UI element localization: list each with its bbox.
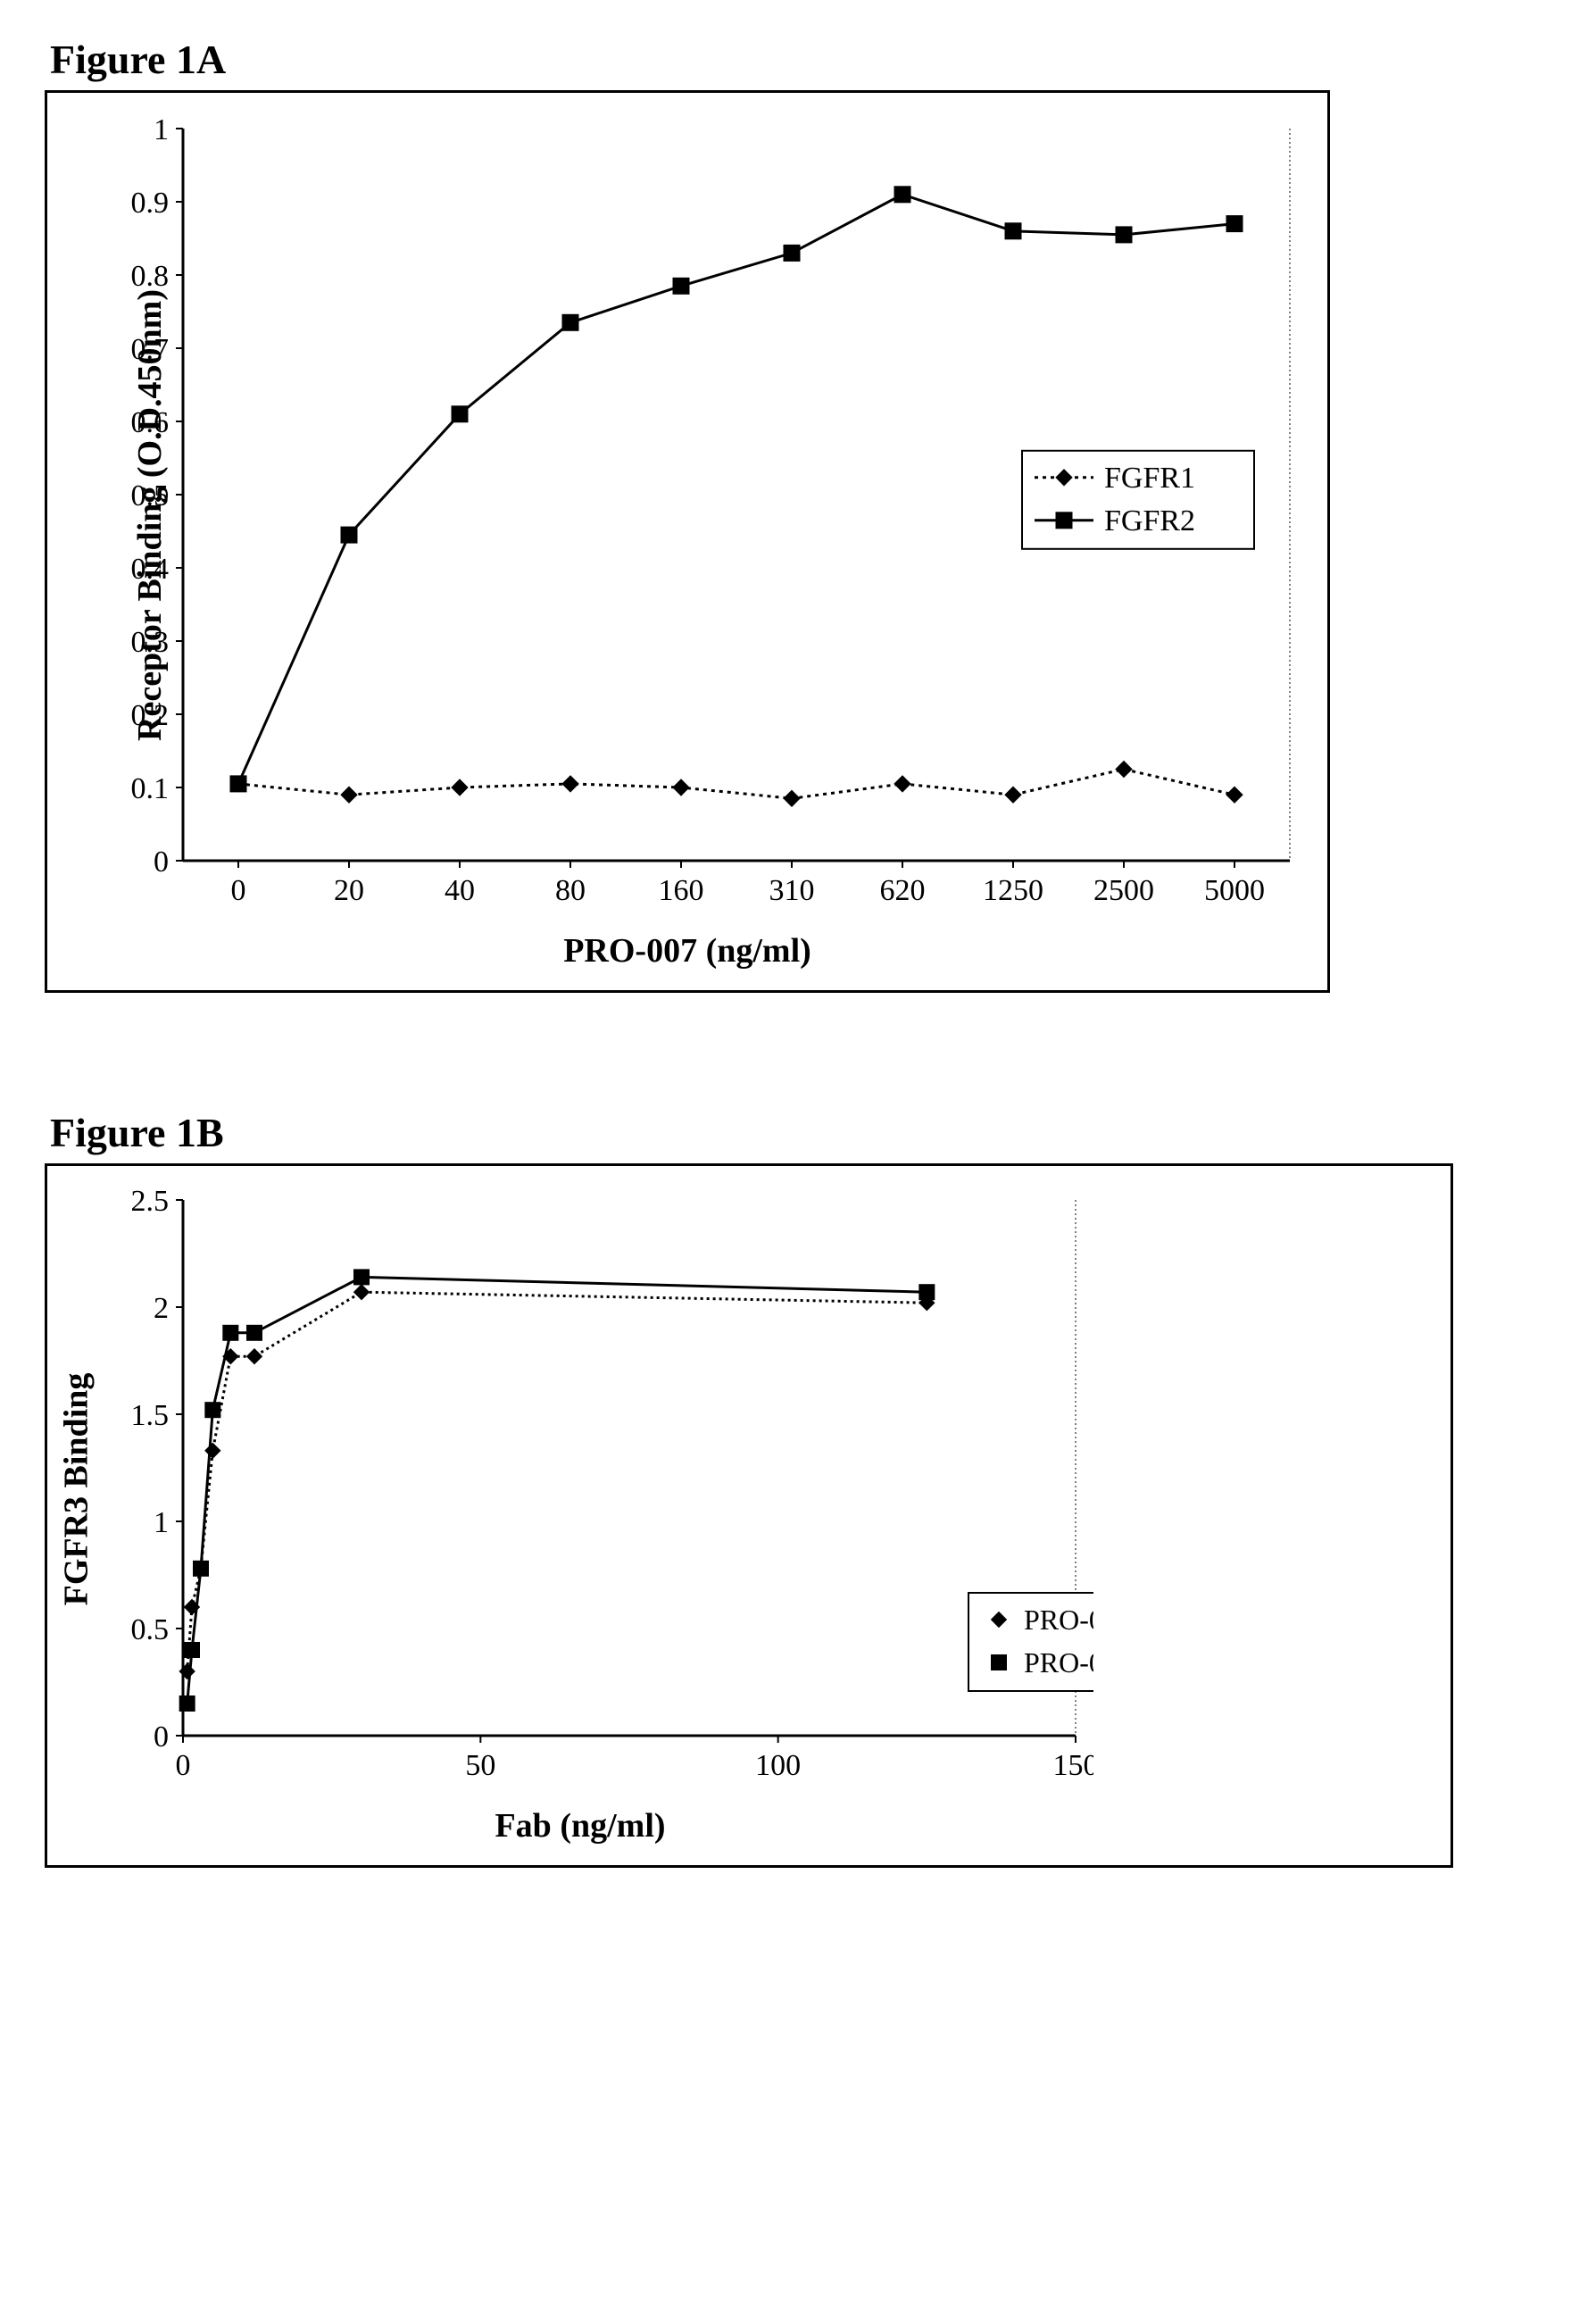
series-PRO-007-marker [919, 1285, 935, 1300]
xtick-label: 150 [1053, 1749, 1094, 1782]
ytick-label: 2.5 [131, 1186, 170, 1218]
ytick-label: 1 [154, 1506, 169, 1539]
series-PRO-007-marker [185, 1643, 200, 1658]
series-FGFR2-marker [452, 406, 468, 422]
xtick-label: 50 [465, 1749, 495, 1782]
xtick-label: 100 [755, 1749, 801, 1782]
series-FGFR2-marker [230, 776, 246, 792]
xtick-label: 310 [769, 874, 815, 907]
figure-b-title: Figure 1B [50, 1109, 1551, 1156]
legend-label: FGFR1 [1104, 462, 1195, 495]
ytick-label: 0.5 [131, 1613, 170, 1646]
series-PRO-007-marker [205, 1403, 220, 1418]
series-FGFR2-marker [673, 278, 689, 294]
ytick-label: 0 [154, 846, 169, 879]
xtick-label: 20 [334, 874, 364, 907]
figure-a-xlabel: PRO-007 (ng/ml) [67, 931, 1308, 971]
series-FGFR2-marker [1005, 223, 1021, 239]
legend-PRO-007-marker [992, 1655, 1007, 1670]
ytick-label: 0.9 [131, 187, 170, 220]
xtick-label: 1250 [983, 874, 1043, 907]
ytick-label: 2 [154, 1292, 169, 1325]
figure-b-chart: FGFR3 Binding 00.511.522.5050100150PRO-0… [67, 1186, 1093, 1845]
xtick-label: 160 [659, 874, 704, 907]
figure-a-title: Figure 1A [50, 36, 1551, 83]
series-FGFR2-marker [1116, 227, 1132, 243]
xtick-label: 0 [176, 1749, 191, 1782]
legend-label: PRO-007 [1024, 1646, 1093, 1679]
xtick-label: 5000 [1204, 874, 1265, 907]
xtick-label: 80 [555, 874, 586, 907]
series-PRO-007-marker [247, 1325, 262, 1340]
legend-FGFR2-marker [1056, 512, 1072, 529]
figure-a-ylabel: Receptor Binding (O.D.450nm) [130, 289, 170, 741]
series-FGFR2-marker [562, 314, 578, 330]
series-FGFR2-marker [341, 527, 357, 543]
figure-b-xlabel: Fab (ng/ml) [67, 1806, 1093, 1845]
figure-b-plot-bg [183, 1200, 1076, 1736]
figure-b-block: Figure 1B FGFR3 Binding 0 0.5 1 1.5 2 2.5 0 50 1… [45, 1109, 1551, 1868]
ytick-label: 0 [154, 1720, 169, 1754]
figure-a-svg: 00.10.20.30.40.50.60.70.80.9102040801603… [67, 112, 1308, 914]
figure-a-chart: Receptor Binding (O.D.450nm) 00.10.20.30… [67, 112, 1308, 971]
series-FGFR2-marker [894, 187, 910, 203]
series-FGFR2-marker [784, 245, 800, 261]
figure-a-legend: FGFR1 FGFR2 [1022, 451, 1254, 549]
xtick-label: 40 [445, 874, 475, 907]
figure-b-legend: PRO-001 PRO-007 [968, 1593, 1093, 1691]
ytick-label: 1.5 [131, 1399, 170, 1432]
figure-b-svg: 0 0.5 1 1.5 2 2.5 0 50 100 150 PRO-001 PRO-007 [67, 1186, 1093, 1789]
legend-label: FGFR2 [1104, 504, 1195, 537]
figure-b-ylabel: FGFR3 Binding [56, 1373, 96, 1606]
figure-a-block: Figure 1A Receptor Binding (O.D.450nm) 0… [45, 36, 1551, 993]
figure-b-outer-box: FGFR3 Binding 0 0.5 1 1.5 2 2.5 0 50 100 150 PRO-0… [45, 1163, 1453, 1868]
series-PRO-007-marker [223, 1325, 238, 1340]
xtick-label: 620 [880, 874, 926, 907]
legend-label: PRO-001 [1024, 1604, 1093, 1636]
ytick-label: 1 [154, 113, 169, 146]
series-PRO-007-marker [354, 1270, 370, 1285]
ytick-label: 0.1 [131, 772, 170, 805]
series-PRO-007-marker [194, 1561, 209, 1576]
figure-a-outer-box: Receptor Binding (O.D.450nm) 00.10.20.30… [45, 90, 1330, 993]
series-FGFR2-marker [1226, 216, 1243, 232]
ytick-label: 0.8 [131, 260, 170, 293]
xtick-label: 0 [231, 874, 246, 907]
xtick-label: 2500 [1093, 874, 1154, 907]
